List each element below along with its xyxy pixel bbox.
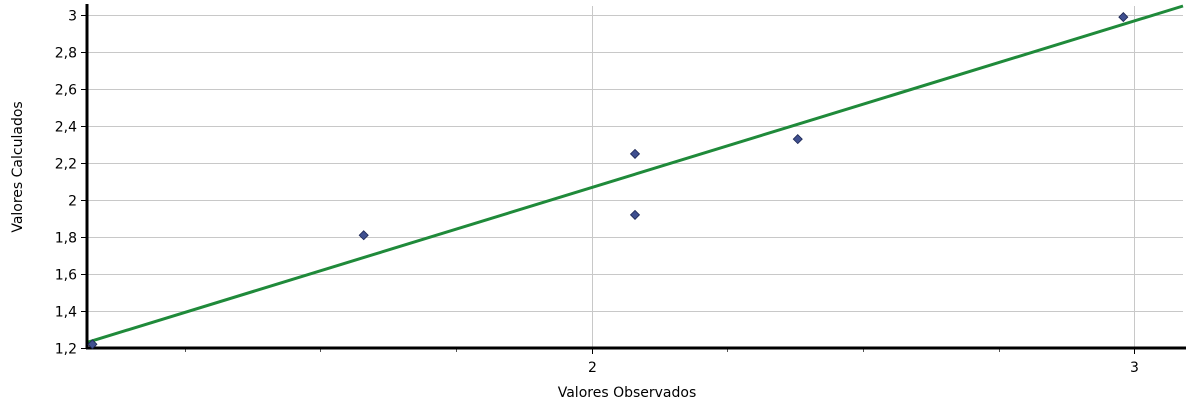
y-tick-label: 3 [68, 9, 77, 25]
data-point [629, 209, 641, 220]
data-point [1118, 12, 1129, 23]
data-point [87, 339, 98, 350]
y-tick-label: 1,2 [55, 342, 77, 358]
data-point [629, 148, 641, 159]
tick-labels: 1,2 1,4 1,6 1,8 2 2,2 2,4 2,6 2,8 3 2 3 [55, 9, 1139, 377]
y-axis-title: Valores Calculados [10, 101, 26, 232]
data-points [87, 12, 1129, 350]
y-tick-label: 2,2 [55, 157, 77, 173]
grid [87, 6, 1183, 348]
y-tick-label: 2,8 [55, 46, 77, 62]
y-tick-label: 1,4 [55, 305, 77, 321]
data-point [792, 134, 803, 145]
y-tick-label: 1,6 [55, 268, 77, 284]
y-tick-label: 2 [68, 194, 77, 210]
x-tick-label: 3 [1130, 360, 1139, 376]
axes [81, 4, 1186, 354]
regression-line [86, 4, 1184, 344]
y-tick-label: 2,4 [55, 120, 77, 136]
data-point [358, 230, 369, 241]
y-tick-label: 1,8 [55, 231, 77, 247]
fit-line-layer [86, 4, 1184, 344]
y-tick-label: 2,6 [55, 83, 77, 99]
x-tick-label: 2 [588, 360, 597, 376]
x-axis-title: Valores Observados [558, 385, 697, 401]
